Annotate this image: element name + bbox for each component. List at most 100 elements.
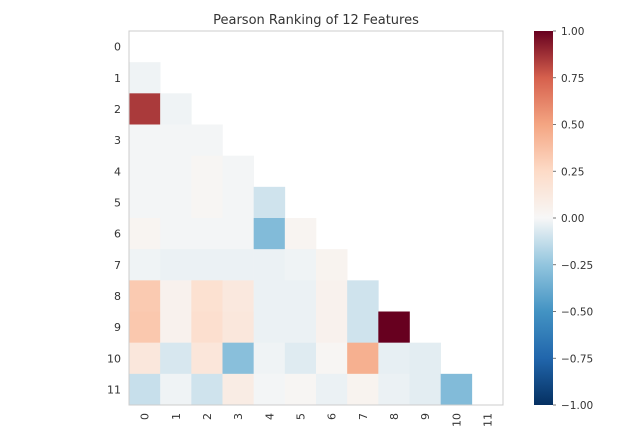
y-tick-label: 7 xyxy=(114,259,121,272)
colorbar-tick-label: −0.50 xyxy=(561,307,593,319)
heatmap-cell-1-0 xyxy=(129,62,161,94)
y-tick-label: 0 xyxy=(114,41,121,54)
x-tick-label: 5 xyxy=(294,413,307,420)
heatmap-cell-11-10 xyxy=(440,373,473,406)
x-tick-label: 2 xyxy=(201,413,214,420)
heatmap-cell-10-9 xyxy=(409,342,441,375)
heatmap-cell-7-3 xyxy=(222,249,254,281)
heatmap-cell-9-4 xyxy=(253,311,286,343)
heatmap-cell-3-2 xyxy=(191,124,223,156)
heatmap-cells xyxy=(129,62,473,406)
heatmap-cell-11-7 xyxy=(347,373,379,406)
heatmap-cell-10-6 xyxy=(316,342,348,375)
x-tick-labels: 0 1 2 3 4 5 6 7 8 9 10 11 xyxy=(139,413,495,427)
chart-title: Pearson Ranking of 12 Features xyxy=(213,13,419,28)
colorbar xyxy=(534,31,553,405)
heatmap-cell-10-0 xyxy=(129,342,161,375)
heatmap-cell-6-2 xyxy=(191,218,223,250)
x-tick-label: 4 xyxy=(263,413,276,420)
heatmap-cell-5-4 xyxy=(253,186,286,219)
colorbar-tick-label: 0.50 xyxy=(561,120,584,132)
heatmap-cell-11-2 xyxy=(191,373,223,406)
heatmap-cell-4-3 xyxy=(222,155,254,188)
heatmap-cell-6-4 xyxy=(253,218,286,250)
y-tick-labels: 0 1 2 3 4 5 6 7 8 9 10 11 xyxy=(107,41,121,397)
heatmap-cell-8-1 xyxy=(160,280,192,312)
heatmap-cell-7-4 xyxy=(253,249,286,281)
heatmap-cell-9-3 xyxy=(222,311,254,343)
heatmap-cell-6-5 xyxy=(284,218,317,250)
heatmap-cell-11-4 xyxy=(253,373,286,406)
heatmap-cell-10-4 xyxy=(253,342,286,375)
y-tick-label: 9 xyxy=(114,321,121,334)
heatmap-cell-8-3 xyxy=(222,280,254,312)
heatmap-cell-6-0 xyxy=(129,218,161,250)
heatmap-cell-10-7 xyxy=(347,342,379,375)
heatmap-cell-10-8 xyxy=(378,342,410,375)
heatmap-cell-2-1 xyxy=(160,93,192,125)
colorbar-tick-label: 0.75 xyxy=(561,73,584,85)
heatmap-cell-7-2 xyxy=(191,249,223,281)
heatmap-cell-5-3 xyxy=(222,186,254,219)
heatmap-cell-3-0 xyxy=(129,124,161,156)
heatmap-cell-10-5 xyxy=(284,342,317,375)
heatmap-cell-11-3 xyxy=(222,373,254,406)
heatmap-cell-2-0 xyxy=(129,93,161,125)
x-tick-label: 0 xyxy=(139,413,152,420)
heatmap-cell-9-7 xyxy=(347,311,379,343)
heatmap-cell-10-2 xyxy=(191,342,223,375)
colorbar-tick-label: 0.00 xyxy=(561,213,584,225)
x-tick-label: 3 xyxy=(232,413,245,420)
plot-frame xyxy=(128,30,504,406)
heatmap-cell-7-6 xyxy=(316,249,348,281)
x-tick-label: 7 xyxy=(357,413,370,420)
heatmap-cell-10-3 xyxy=(222,342,254,375)
colorbar-tick-label: 1.00 xyxy=(561,26,584,38)
y-tick-label: 5 xyxy=(114,196,121,209)
heatmap-cell-9-0 xyxy=(129,311,161,343)
heatmap-cell-3-1 xyxy=(160,124,192,156)
heatmap-cell-9-6 xyxy=(316,311,348,343)
y-tick-label: 3 xyxy=(114,134,121,147)
heatmap-cell-11-5 xyxy=(284,373,317,406)
heatmap-cell-5-0 xyxy=(129,186,161,219)
colorbar-tick-label: 0.25 xyxy=(561,166,584,178)
heatmap-cell-9-5 xyxy=(284,311,317,343)
heatmap-cell-8-0 xyxy=(129,280,161,312)
heatmap-cell-10-1 xyxy=(160,342,192,375)
heatmap-cell-8-5 xyxy=(284,280,317,312)
colorbar-tick-labels: 1.00 0.75 0.50 0.25 0.00 −0.25 −0.50 −0.75 −1.00 xyxy=(553,26,593,412)
y-tick-label: 2 xyxy=(114,103,121,116)
y-tick-label: 4 xyxy=(114,165,121,178)
heatmap-cell-9-1 xyxy=(160,311,192,343)
x-tick-label: 1 xyxy=(170,413,183,420)
colorbar-tick-label: −0.25 xyxy=(561,260,593,272)
colorbar-tick-label: −0.75 xyxy=(561,353,593,365)
heatmap-cell-9-2 xyxy=(191,311,223,343)
heatmap-cell-4-2 xyxy=(191,155,223,188)
heatmap-cell-7-5 xyxy=(284,249,317,281)
x-tick-label: 9 xyxy=(419,413,432,420)
heatmap-cell-7-1 xyxy=(160,249,192,281)
colorbar-tick-label: −1.00 xyxy=(561,400,593,412)
heatmap-cell-4-1 xyxy=(160,155,192,188)
heatmap-cell-8-2 xyxy=(191,280,223,312)
y-tick-label: 10 xyxy=(107,352,121,365)
heatmap-cell-8-7 xyxy=(347,280,379,312)
x-tick-label: 11 xyxy=(481,413,494,427)
heatmap-cell-11-1 xyxy=(160,373,192,406)
heatmap-cell-11-8 xyxy=(378,373,410,406)
heatmap-cell-9-8 xyxy=(378,311,410,343)
x-tick-label: 6 xyxy=(326,413,339,420)
heatmap-cell-5-1 xyxy=(160,186,192,219)
y-tick-label: 1 xyxy=(114,72,121,85)
y-tick-label: 6 xyxy=(114,228,121,241)
heatmap-cell-11-9 xyxy=(409,373,441,406)
x-tick-label: 10 xyxy=(450,413,463,427)
x-tick-label: 8 xyxy=(388,413,401,420)
heatmap-cell-7-0 xyxy=(129,249,161,281)
y-tick-label: 8 xyxy=(114,290,121,303)
heatmap-cell-11-6 xyxy=(316,373,348,406)
